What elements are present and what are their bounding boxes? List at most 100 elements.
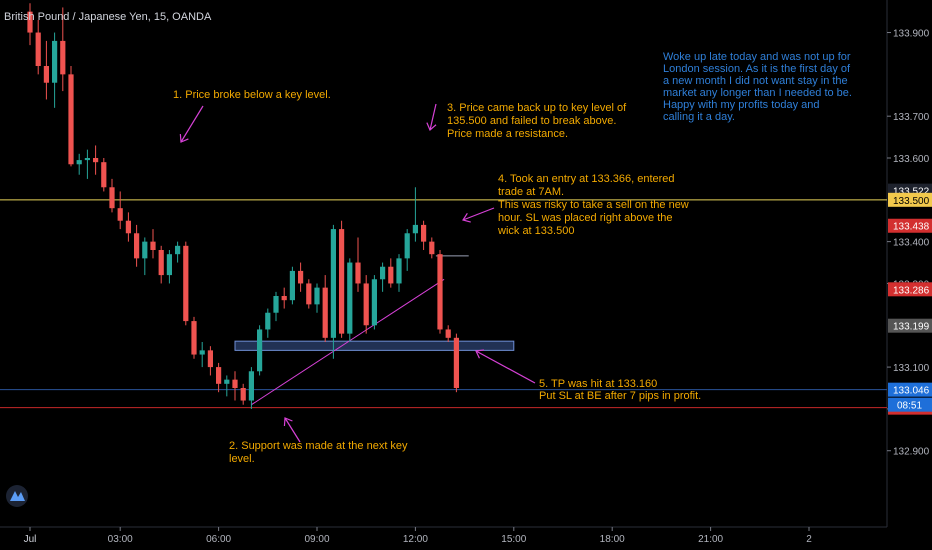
support-zone-rect[interactable] <box>234 340 515 351</box>
annotation-arrowhead <box>179 133 189 143</box>
candle-body <box>445 329 451 338</box>
candle-body <box>248 371 254 401</box>
annotation-line: Woke up late today and was not up for <box>663 51 851 63</box>
annotation-line: 5. TP was hit at 133.160 <box>539 378 657 390</box>
candle-body <box>265 312 271 330</box>
candle-body <box>330 229 336 338</box>
candle-body <box>355 262 361 284</box>
candle-body <box>257 329 263 372</box>
annotation-line: trade at 7AM. <box>498 186 564 198</box>
candle-body <box>134 233 140 259</box>
candle-body <box>412 224 418 234</box>
candle-body <box>396 258 402 284</box>
candle-body <box>142 241 148 259</box>
annotation-text[interactable]: 4. Took an entry at 133.366, entered trad… <box>497 173 689 237</box>
annotations: 1. Price broke below a key level. 2. Supp… <box>173 51 852 465</box>
annotation-text[interactable]: 5. TP was hit at 133.160 Put SL at BE aft… <box>539 378 701 402</box>
candle-body <box>199 350 205 355</box>
annotation-arrowhead <box>462 212 471 223</box>
annotation-line: wick at 133.500 <box>497 225 574 237</box>
candle-body <box>273 296 279 313</box>
candle-body <box>52 40 58 83</box>
price-label-bg <box>888 318 932 333</box>
annotation-line: Happy with my profits today and <box>663 99 820 111</box>
price-label: 133.199 <box>893 322 930 333</box>
annotation-arrowhead <box>283 417 293 427</box>
candle-body <box>339 229 345 334</box>
annotation-line: calling it a day. <box>663 111 735 123</box>
candle-body <box>306 283 312 305</box>
price-label: 133.286 <box>893 285 930 296</box>
candle-body <box>84 158 90 161</box>
tradingview-logo-icon[interactable] <box>6 485 28 507</box>
candle-body <box>117 208 123 221</box>
candle-body <box>101 162 107 188</box>
support-zone[interactable] <box>234 340 515 351</box>
annotation-arrow <box>284 417 301 443</box>
annotation-text[interactable]: 3. Price came back up to key level of 135… <box>447 102 627 140</box>
price-label: 133.500 <box>893 196 930 207</box>
candle-body <box>150 241 156 250</box>
price-label: 133.522 <box>893 187 930 198</box>
x-tick-label: 15:00 <box>501 534 526 545</box>
time-axis[interactable]: Jul 03:00 06:00 09:00 12:00 15:00 18:00 21:00 2 <box>24 527 813 545</box>
price-label-bg <box>888 192 932 207</box>
candle-body <box>183 245 189 322</box>
annotation-arrow <box>180 105 204 143</box>
candle-body <box>453 337 459 388</box>
annotation-line: a new month I did not want stay in the <box>663 75 848 87</box>
y-tick-label: 133.600 <box>893 154 930 165</box>
candle-body <box>166 254 172 276</box>
annotation-line: market any longer than I needed to be. <box>663 87 852 99</box>
annotation-arrow <box>429 103 437 131</box>
y-tick-label: 133.100 <box>893 363 930 374</box>
price-axis[interactable]: 133.900133.700133.600133.400133.300133.1… <box>887 29 932 458</box>
price-label-bg <box>888 382 932 397</box>
annotation-text[interactable]: 2. Support was made at the next key level… <box>229 440 408 465</box>
candle-body <box>125 220 131 234</box>
annotation-line: 135.500 and failed to break above. <box>447 115 616 127</box>
trendline-line[interactable] <box>251 278 445 406</box>
x-tick-label: 06:00 <box>206 534 231 545</box>
candle-body <box>43 66 49 83</box>
candle-body <box>281 296 287 301</box>
candle-body <box>388 266 394 284</box>
y-tick-label: 133.400 <box>893 238 930 249</box>
annotation-line: Price made a resistance. <box>447 128 568 140</box>
candle-body <box>35 32 41 66</box>
annotation-line: Put SL at BE after 7 pips in profit. <box>539 390 701 402</box>
candle-body <box>93 158 99 163</box>
candle-body <box>380 266 386 280</box>
annotation-arrows <box>179 103 536 443</box>
annotation-line: hour. SL was placed right above the <box>498 212 673 224</box>
candle-body <box>421 224 427 242</box>
annotation-line: 1. Price broke below a key level. <box>173 89 331 101</box>
candle-body <box>363 283 369 326</box>
x-tick-label: 18:00 <box>600 534 625 545</box>
x-tick-label: Jul <box>24 534 37 545</box>
candle-body <box>298 270 304 284</box>
annotation-arrowhead <box>475 349 485 359</box>
candle-body <box>60 40 66 75</box>
annotation-line: level. <box>229 453 255 465</box>
x-tick-label: 21:00 <box>698 534 723 545</box>
candle-body <box>158 250 164 276</box>
annotation-text[interactable]: 1. Price broke below a key level. <box>173 89 331 101</box>
x-tick-label: 03:00 <box>108 534 133 545</box>
candle-body <box>191 321 197 355</box>
price-label: 133.046 <box>893 386 930 397</box>
x-tick-label: 2 <box>806 534 812 545</box>
candle-body <box>175 245 181 255</box>
candle-body <box>314 287 320 305</box>
candle-body <box>27 11 33 33</box>
candle-body <box>109 187 115 209</box>
candle-body <box>216 367 222 384</box>
annotation-line: This was risky to take a sell on the new <box>498 199 689 211</box>
candle-body <box>289 270 295 301</box>
candle-body <box>347 262 353 334</box>
annotation-line: 3. Price came back up to key level of <box>447 102 627 114</box>
annotation-text[interactable]: Woke up late today and was not up for Lon… <box>663 51 852 123</box>
price-label-bg <box>888 282 932 297</box>
